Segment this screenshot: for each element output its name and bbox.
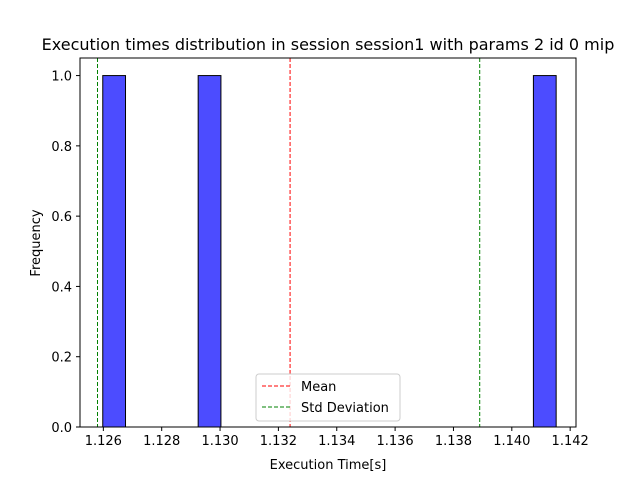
x-tick-label: 1.128 [143,434,180,449]
x-tick-label: 1.140 [493,434,530,449]
x-tick-label: 1.138 [435,434,472,449]
legend-std-label: Std Deviation [301,401,389,416]
x-tick-label: 1.126 [85,434,122,449]
plot-frame [79,57,577,428]
y-tick-label: 0.8 [51,140,72,155]
histogram-bar-2 [532,75,557,428]
histogram-bar-1 [197,75,222,428]
y-axis-label: Frequency [29,209,44,276]
x-tick-label: 1.134 [318,434,355,449]
x-axis-label: Execution Time[s] [270,458,387,473]
y-axis-ticks: 0.0 0.2 0.4 0.6 0.8 1.0 [51,70,80,436]
x-axis-ticks: 1.126 1.128 1.130 1.132 1.134 1.136 1.138 1.140… [85,427,589,449]
legend-mean-label: Mean [301,380,336,395]
y-tick-label: 0.6 [51,210,72,225]
x-tick-label: 1.136 [376,434,413,449]
y-tick-label: 0.0 [51,421,72,436]
chart-title: Execution times distribution in session … [42,35,615,54]
histogram-bar-0 [102,75,127,428]
x-tick-label: 1.142 [552,434,589,449]
x-tick-label: 1.130 [201,434,238,449]
legend: Mean Std Deviation [255,373,401,422]
y-tick-label: 0.4 [51,280,72,295]
y-tick-label: 0.2 [51,351,72,366]
x-tick-label: 1.132 [260,434,297,449]
reference-lines-layer [97,58,481,427]
bars-layer [102,75,557,428]
legend-box [255,373,401,422]
y-tick-label: 1.0 [51,70,72,85]
